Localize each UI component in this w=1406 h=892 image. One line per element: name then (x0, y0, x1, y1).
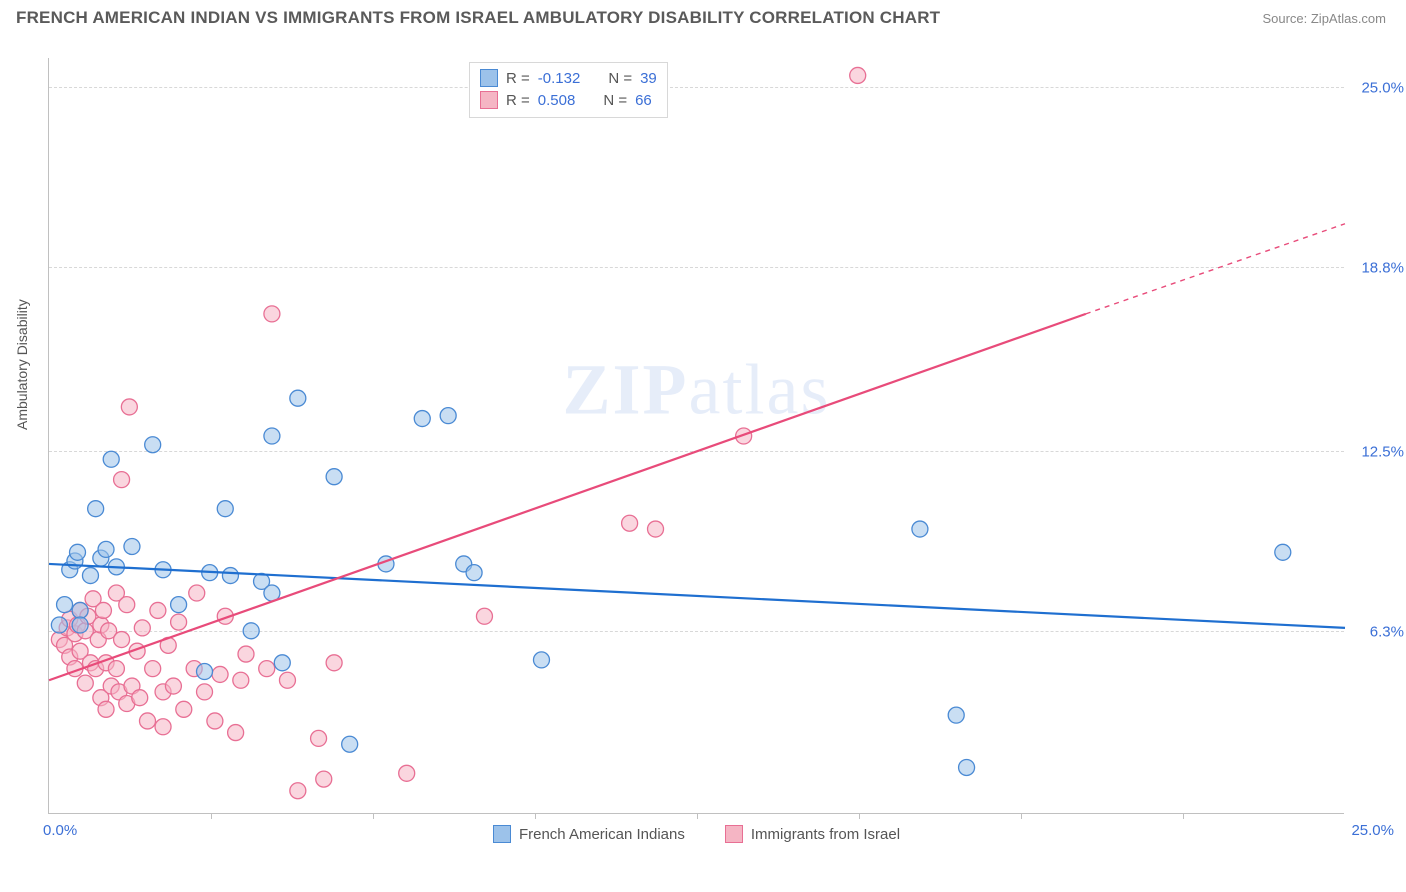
r-label-blue: R = (506, 70, 530, 87)
r-label-pink: R = (506, 92, 530, 109)
n-value-pink: 66 (635, 92, 652, 109)
legend-item-pink: Immigrants from Israel (725, 825, 900, 843)
x-tick (697, 813, 698, 819)
correlation-legend: R = -0.132 N = 39 R = 0.508 N = 66 (469, 62, 668, 118)
correlation-row-pink: R = 0.508 N = 66 (480, 89, 657, 111)
x-tick (859, 813, 860, 819)
chart-title: FRENCH AMERICAN INDIAN VS IMMIGRANTS FRO… (16, 8, 940, 28)
x-axis-max-label: 25.0% (1351, 822, 1394, 839)
r-value-blue: -0.132 (538, 70, 581, 87)
x-tick (535, 813, 536, 819)
n-value-blue: 39 (640, 70, 657, 87)
series-legend: French American Indians Immigrants from … (49, 825, 1344, 843)
scatter-svg (49, 58, 1344, 813)
chart-plot-area: ZIPatlas 6.3%12.5%18.8%25.0% R = -0.132 … (48, 58, 1344, 814)
y-tick-label: 25.0% (1361, 80, 1404, 97)
legend-item-blue: French American Indians (493, 825, 685, 843)
legend-label-blue: French American Indians (519, 826, 685, 843)
swatch-pink (480, 91, 498, 109)
swatch-pink-icon (725, 825, 743, 843)
legend-label-pink: Immigrants from Israel (751, 826, 900, 843)
swatch-blue (480, 69, 498, 87)
source-link[interactable]: ZipAtlas.com (1311, 11, 1386, 26)
x-tick (1021, 813, 1022, 819)
y-axis-label: Ambulatory Disability (14, 299, 30, 430)
y-tick-label: 12.5% (1361, 443, 1404, 460)
swatch-blue-icon (493, 825, 511, 843)
source-credit: Source: ZipAtlas.com (1262, 11, 1386, 26)
y-tick-label: 18.8% (1361, 260, 1404, 277)
r-value-pink: 0.508 (538, 92, 576, 109)
correlation-row-blue: R = -0.132 N = 39 (480, 67, 657, 89)
x-tick (373, 813, 374, 819)
source-prefix: Source: (1262, 11, 1310, 26)
y-tick-label: 6.3% (1370, 623, 1404, 640)
x-tick (1183, 813, 1184, 819)
n-label-blue: N = (608, 70, 632, 87)
n-label-pink: N = (603, 92, 627, 109)
x-tick (211, 813, 212, 819)
